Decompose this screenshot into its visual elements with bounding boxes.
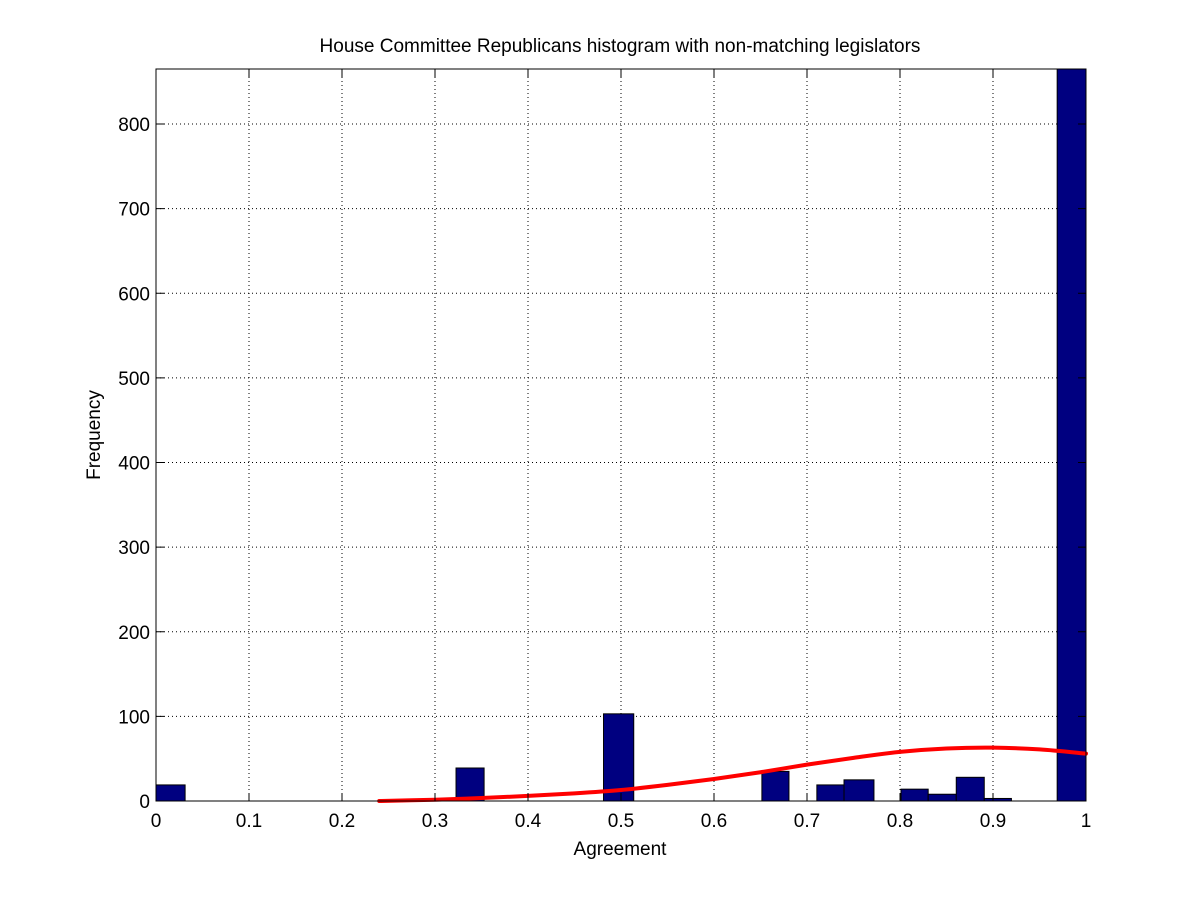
x-tick-label: 0.4	[515, 811, 542, 832]
x-tick-label: 0.3	[422, 811, 448, 832]
histogram-bar	[761, 770, 790, 802]
histogram-bar	[955, 776, 985, 802]
y-tick-label: 300	[118, 538, 150, 559]
histogram-bar	[1056, 68, 1087, 802]
axes-box	[155, 68, 1087, 802]
y-tick-label: 0	[139, 792, 150, 813]
x-tick-label: 0.5	[608, 811, 634, 832]
histogram-bar	[155, 784, 186, 802]
histogram-bar	[603, 713, 635, 802]
bars	[155, 68, 1087, 802]
fit-curve-layer	[377, 745, 1088, 803]
x-tick-label: 0.1	[236, 811, 262, 832]
histogram-bar	[455, 767, 485, 802]
ticks: 0 0.1 0.2 0.3 0.4 0.5 0.6 0.7 0.8 0.9 1 0 100 200 300 4…	[118, 69, 1091, 832]
x-tick-label: 0.6	[701, 811, 727, 832]
histogram-bar	[843, 779, 875, 802]
y-tick-label: 600	[118, 284, 150, 305]
x-tick-label: 0.2	[329, 811, 355, 832]
y-tick-label: 400	[118, 454, 150, 475]
chart-title: House Committee Republicans histogram wi…	[320, 36, 921, 57]
x-tick-label: 0.7	[794, 811, 820, 832]
x-axis-label: Agreement	[574, 839, 668, 860]
histogram-bar	[816, 784, 845, 802]
x-tick-label: 0.8	[887, 811, 913, 832]
y-tick-label: 200	[118, 623, 150, 644]
grid	[156, 69, 1086, 801]
y-axis-label: Frequency	[84, 390, 105, 480]
histogram-bar	[927, 793, 957, 802]
x-tick-label: 0.9	[980, 811, 1006, 832]
x-tick-label: 1	[1081, 811, 1092, 832]
y-tick-label: 500	[118, 369, 150, 390]
x-tick-label: 0	[151, 811, 162, 832]
y-tick-label: 100	[118, 707, 150, 728]
fit-curve	[377, 745, 1088, 803]
histogram-bar	[900, 788, 929, 802]
y-tick-label: 800	[118, 115, 150, 136]
y-tick-label: 700	[118, 200, 150, 221]
